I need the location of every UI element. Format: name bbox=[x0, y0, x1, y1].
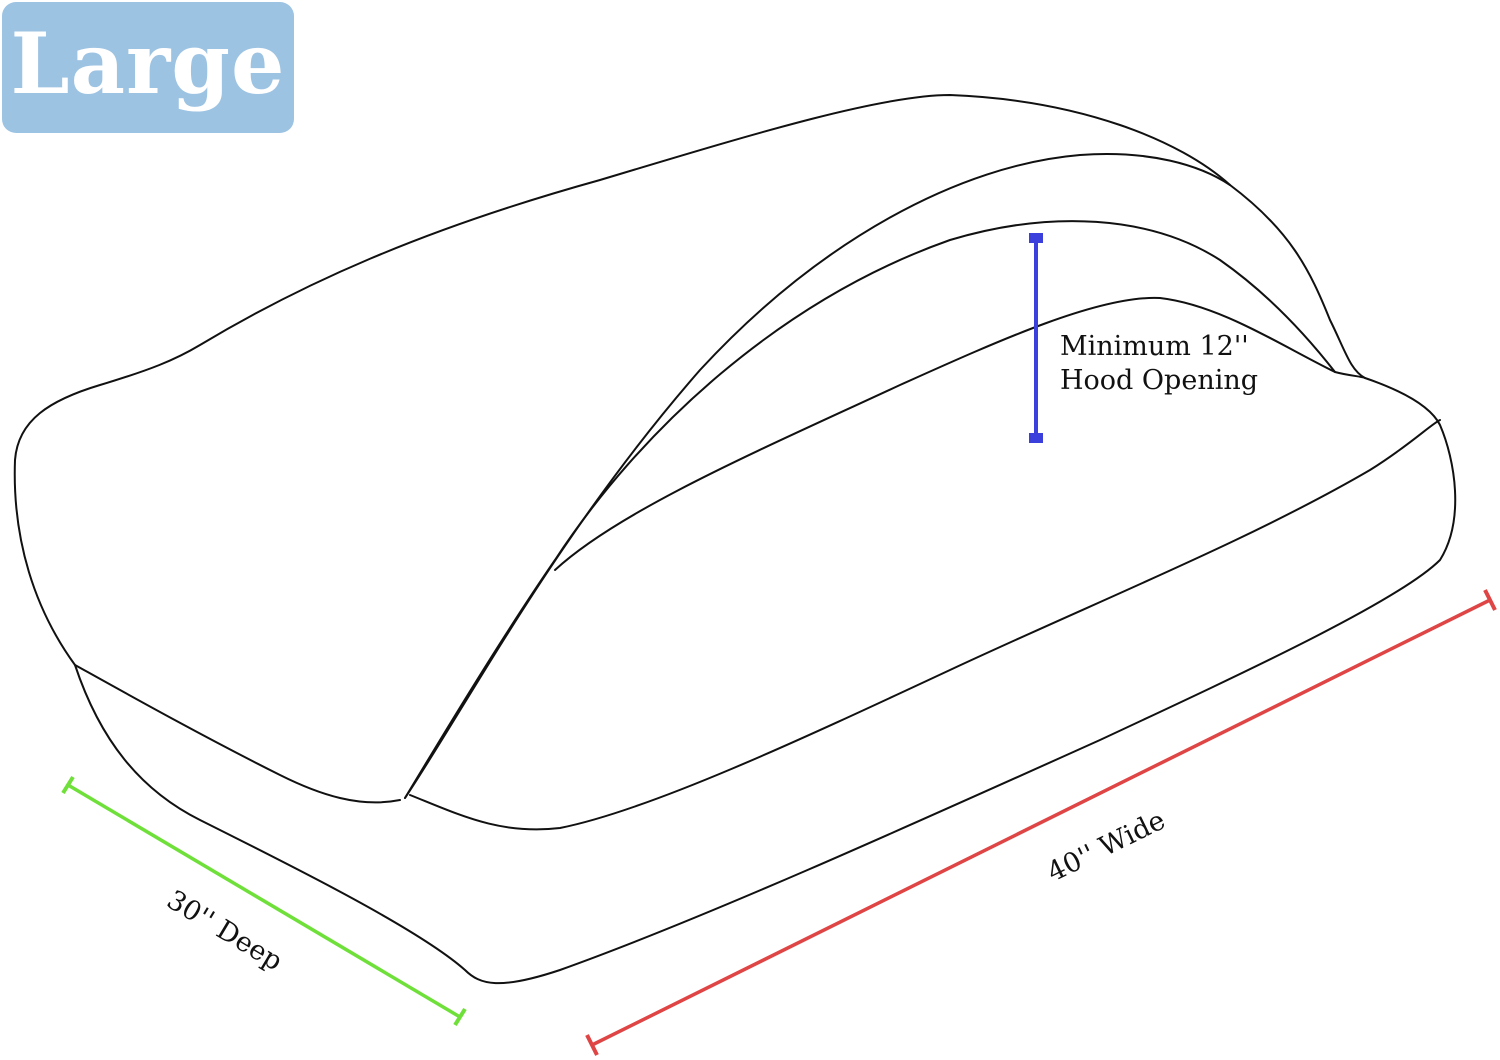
hood-label-line2: Hood Opening bbox=[1060, 365, 1258, 396]
cushion-front-seam bbox=[409, 419, 1441, 831]
size-badge: Large bbox=[2, 2, 294, 133]
cushion-top-seam bbox=[554, 296, 1366, 571]
depth-label: 30'' Deep bbox=[161, 884, 287, 977]
hood-outer-arc bbox=[404, 153, 1231, 799]
width-dimension: 40'' Wide bbox=[585, 589, 1497, 1056]
size-label: Large bbox=[10, 14, 286, 113]
hood-label-line1: Minimum 12'' bbox=[1060, 331, 1249, 362]
bed-outline bbox=[13, 94, 1457, 985]
hood-inner-arc bbox=[404, 220, 1336, 799]
width-label: 40'' Wide bbox=[1042, 805, 1170, 889]
depth-dimension: 30'' Deep bbox=[61, 775, 467, 1027]
bed-base-seam bbox=[74, 664, 401, 804]
hood-dimension: Minimum 12'' Hood Opening bbox=[1029, 233, 1258, 443]
